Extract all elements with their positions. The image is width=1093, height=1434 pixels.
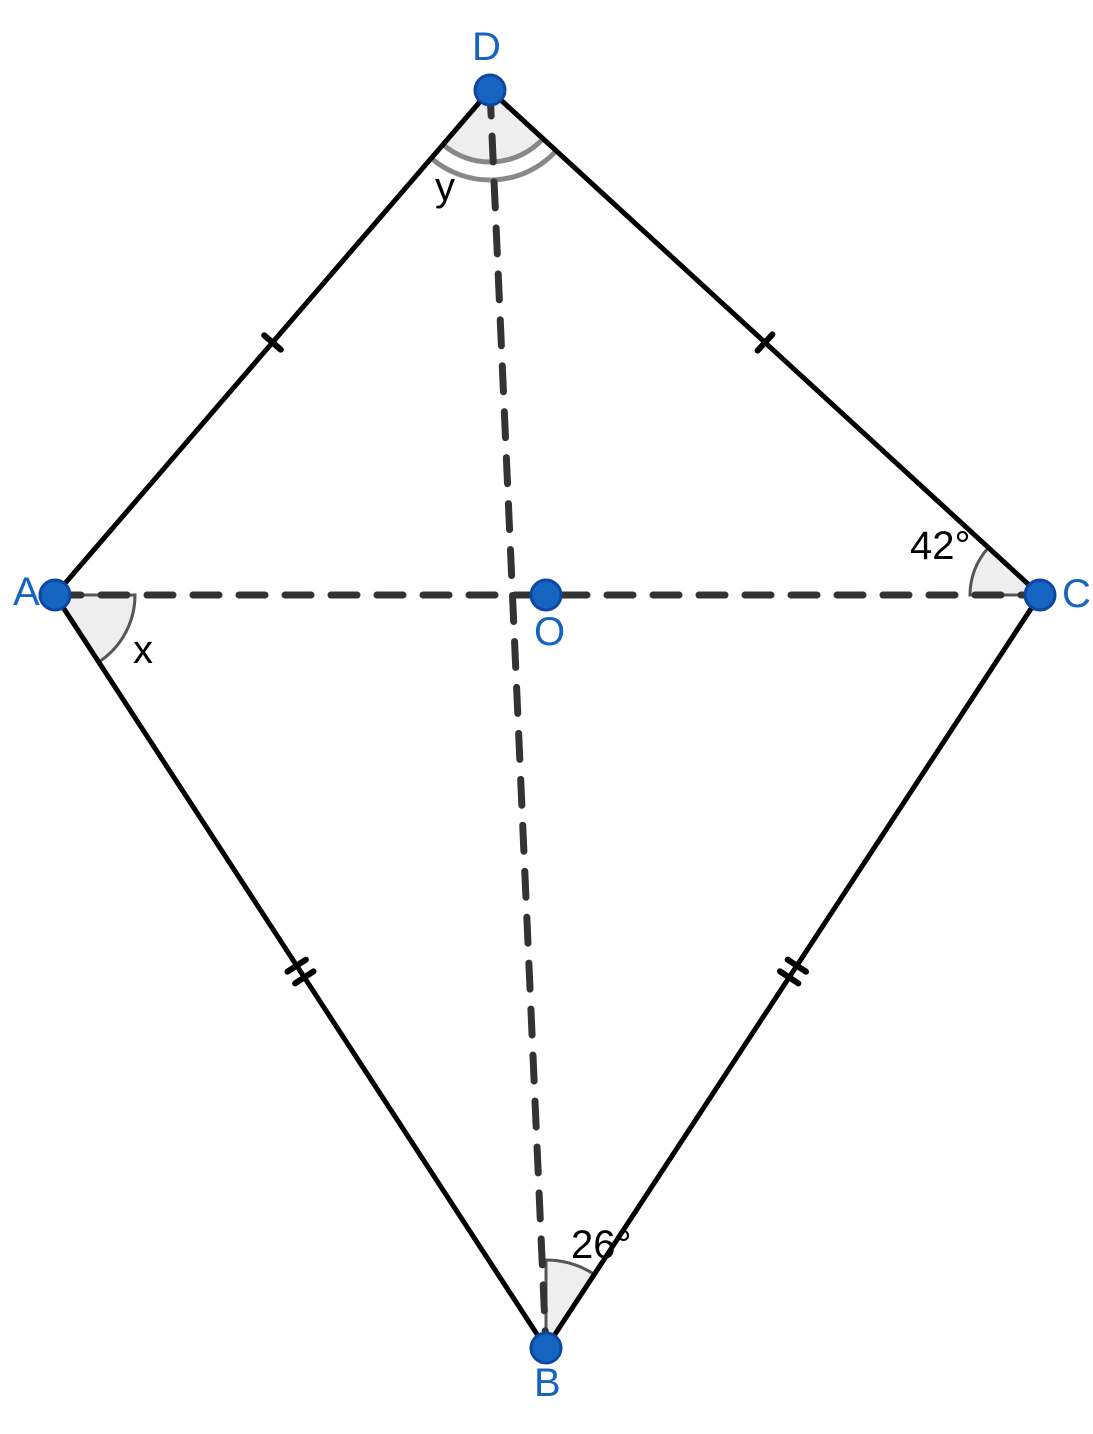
vertex-label: A — [13, 570, 40, 614]
angle-label: y — [435, 165, 455, 209]
kite-edge — [546, 595, 1040, 1348]
vertex-label: B — [534, 1361, 561, 1405]
vertex-point — [475, 75, 505, 105]
vertex-point — [531, 580, 561, 610]
vertex-label: O — [534, 610, 565, 654]
kite-edge — [55, 595, 546, 1348]
vertex-label: D — [472, 25, 501, 69]
angle-label: x — [133, 628, 153, 672]
diagonal — [490, 90, 546, 1348]
vertex-point — [1025, 580, 1055, 610]
vertex-label: C — [1062, 572, 1091, 616]
vertex-point — [40, 580, 70, 610]
angle-label: 42° — [910, 524, 971, 568]
vertex-point — [531, 1333, 561, 1363]
